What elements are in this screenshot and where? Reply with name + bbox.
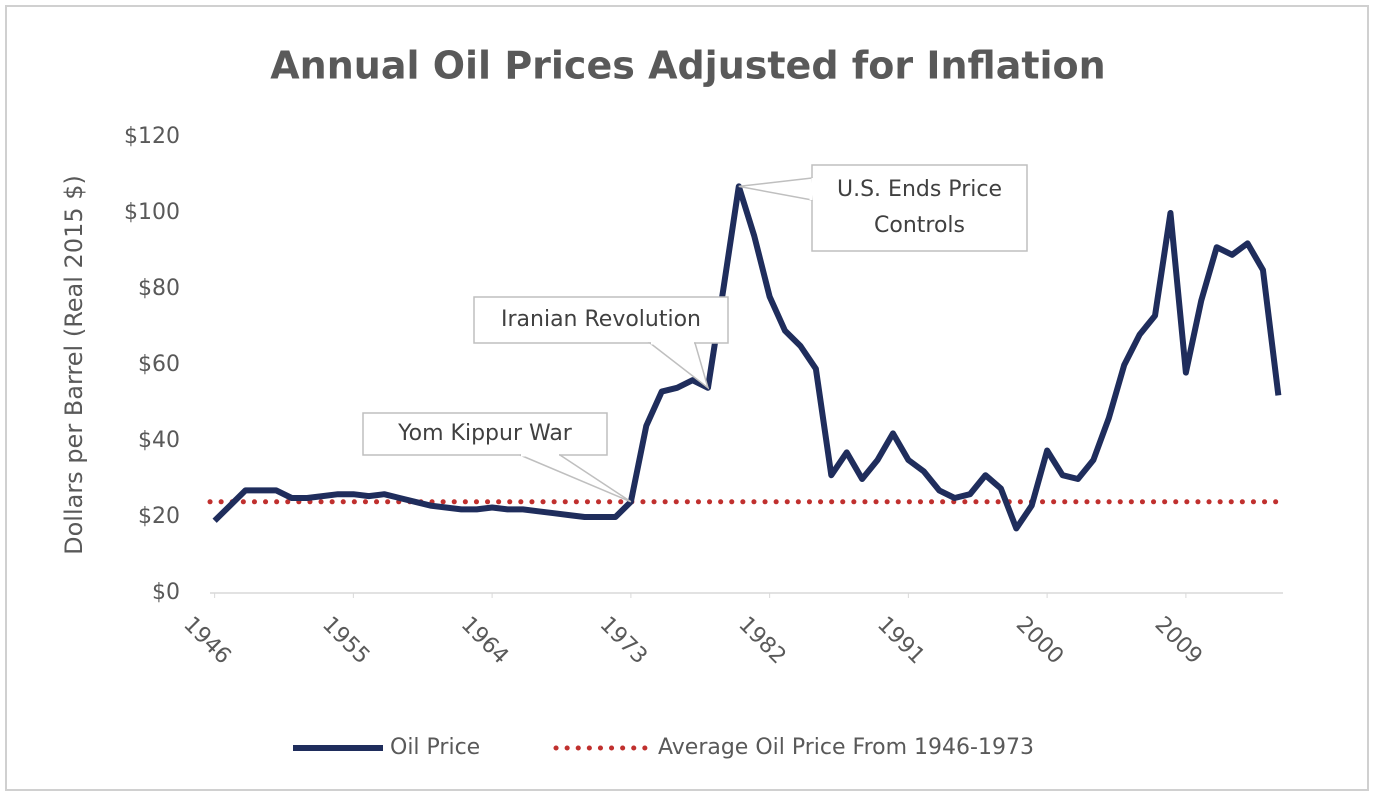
annotation-text: Yom Kippur War — [397, 421, 573, 446]
y-tick-label: $40 — [138, 428, 180, 453]
callout-box — [473, 296, 729, 344]
callout-seam — [809, 177, 815, 201]
legend-label: Oil Price — [390, 735, 480, 760]
oil-price-line — [212, 183, 1282, 532]
y-tick-label: $0 — [152, 580, 180, 605]
legend-label: Average Oil Price From 1946-1973 — [658, 735, 1034, 760]
y-tick-label: $80 — [138, 276, 180, 301]
y-tick-label: $120 — [124, 124, 180, 149]
chart-title: Annual Oil Prices Adjusted for Inflation — [270, 44, 1105, 88]
y-axis-label: Dollars per Barrel (Real 2015 $) — [60, 175, 88, 555]
y-tick-label: $20 — [138, 504, 180, 529]
callout-box — [811, 164, 1028, 252]
chart-frame — [5, 5, 1369, 791]
y-tick-label: $100 — [124, 200, 180, 225]
y-tick-label: $60 — [138, 352, 180, 377]
annotation-text: U.S. Ends Price — [837, 177, 1002, 202]
annotation-text: Controls — [874, 213, 965, 238]
annotation-text: Iranian Revolution — [501, 307, 701, 332]
callout-box — [362, 412, 608, 456]
